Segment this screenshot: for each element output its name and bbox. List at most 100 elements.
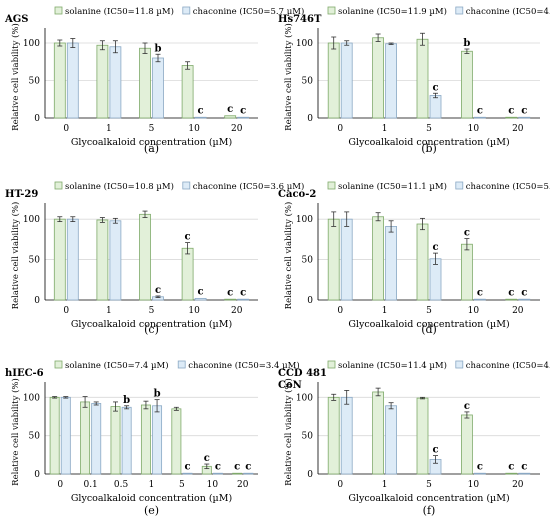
legend-label-solanine: solanine (IC50=11.9 µM) xyxy=(338,6,447,17)
x-axis-label: Glycoalkaloid concentration (µM) xyxy=(348,493,509,504)
bar-chaconine xyxy=(473,472,486,475)
bar-solanine xyxy=(327,218,340,301)
y-tick-label: 100 xyxy=(23,215,40,225)
bar-chaconine xyxy=(429,95,442,119)
significance-letter: c xyxy=(464,228,470,239)
x-tick-label: 5 xyxy=(426,480,432,490)
significance-letter: c xyxy=(245,461,251,472)
significance-letter: c xyxy=(198,287,204,298)
x-axis-label: Glycoalkaloid concentration (µM) xyxy=(348,137,509,148)
x-tick-label: 20 xyxy=(512,306,524,316)
significance-letter: c xyxy=(240,106,246,117)
panel-label: (e) xyxy=(144,504,159,517)
legend-label-solanine: solanine (IC50=11.1 µM) xyxy=(338,181,447,192)
significance-letter: c xyxy=(508,287,514,298)
panel-title: AGS xyxy=(4,14,29,25)
x-tick-label: 1 xyxy=(382,480,388,490)
legend-swatch-solanine xyxy=(54,360,63,369)
panel-label: (a) xyxy=(144,142,159,155)
bar-solanine xyxy=(505,472,518,475)
bar-chaconine xyxy=(91,403,102,475)
x-tick-label: 10 xyxy=(468,306,480,316)
bar-solanine xyxy=(460,414,473,475)
y-tick-label: 50 xyxy=(302,432,314,442)
x-tick-label: 0 xyxy=(63,124,69,134)
x-tick-label: 20 xyxy=(231,124,243,134)
significance-letter: c xyxy=(240,287,246,298)
bar-chaconine xyxy=(473,116,486,119)
y-tick-label: 0 xyxy=(34,114,40,124)
bar-solanine xyxy=(96,44,109,119)
bar-solanine xyxy=(171,408,182,475)
x-tick-label: 10 xyxy=(468,124,480,134)
significance-letter: c xyxy=(184,461,190,472)
x-tick-label: 5 xyxy=(149,306,155,316)
bar-chaconine xyxy=(237,298,250,301)
bar-solanine xyxy=(224,115,237,119)
y-axis-label: Relative cell viability (%) xyxy=(283,202,294,310)
significance-letter: b xyxy=(123,395,130,406)
legend-swatch-chaconine xyxy=(182,6,191,15)
significance-letter: b xyxy=(154,389,161,400)
bar-solanine xyxy=(372,216,385,301)
bar-chaconine xyxy=(429,258,442,301)
bar-solanine xyxy=(49,396,60,475)
bar-chaconine xyxy=(518,116,531,119)
legend-label-chaconine: chaconine (IC50=5.7 µM) xyxy=(193,6,304,17)
y-tick-label: 50 xyxy=(29,77,41,87)
x-tick-label: 5 xyxy=(149,124,155,134)
x-tick-label: 20 xyxy=(512,124,524,134)
significance-letter: c xyxy=(198,106,204,117)
x-tick-label: 20 xyxy=(231,306,243,316)
y-tick-label: 100 xyxy=(296,215,313,225)
x-tick-label: 1 xyxy=(106,124,112,134)
panel-label: (d) xyxy=(421,323,437,336)
bar-chaconine xyxy=(237,116,250,119)
significance-letter: c xyxy=(508,461,514,472)
y-axis-label: Relative cell viability (%) xyxy=(283,378,294,486)
x-tick-label: 0 xyxy=(57,480,63,490)
significance-letter: b xyxy=(155,43,162,54)
bar-solanine xyxy=(96,219,109,301)
y-axis-label: Relative cell viability (%) xyxy=(10,378,21,486)
significance-letter: c xyxy=(432,82,438,93)
significance-letter: c xyxy=(477,287,483,298)
bar-solanine xyxy=(181,247,194,301)
x-tick-label: 0 xyxy=(337,306,343,316)
panel-label: (c) xyxy=(144,323,159,336)
bar-solanine xyxy=(139,47,151,119)
x-tick-label: 1 xyxy=(106,306,112,316)
legend-label-chaconine: chaconine (IC50=3.4 µM) xyxy=(188,360,299,371)
bar-solanine xyxy=(327,396,340,475)
significance-letter: c xyxy=(155,285,161,296)
bar-solanine xyxy=(372,37,385,119)
x-tick-label: 5 xyxy=(426,306,432,316)
legend-swatch-solanine xyxy=(327,181,336,190)
bar-chaconine xyxy=(340,396,353,475)
x-tick-label: 5 xyxy=(426,124,432,134)
x-tick-label: 0.1 xyxy=(83,480,97,490)
bar-chaconine xyxy=(121,406,132,475)
bar-chaconine xyxy=(340,218,353,301)
y-tick-label: 50 xyxy=(29,432,41,442)
bar-chaconine xyxy=(340,42,353,119)
panel-title: hIEC-6 xyxy=(5,368,44,379)
legend-swatch-chaconine xyxy=(455,360,464,369)
legend-label-chaconine: chaconine (IC50=4.8 µM) xyxy=(466,6,550,17)
bar-solanine xyxy=(460,243,473,301)
y-axis-label: Relative cell viability (%) xyxy=(10,23,21,131)
y-axis-label: Relative cell viability (%) xyxy=(10,202,21,310)
bar-solanine xyxy=(80,401,91,475)
bar-chaconine xyxy=(194,116,207,119)
y-tick-label: 0 xyxy=(34,296,40,306)
bar-solanine xyxy=(139,213,151,301)
y-tick-label: 50 xyxy=(302,256,314,266)
bar-solanine xyxy=(505,298,518,301)
significance-letter: c xyxy=(477,461,483,472)
significance-letter: c xyxy=(227,104,233,115)
y-axis-label: Relative cell viability (%) xyxy=(283,23,294,131)
significance-letter: c xyxy=(521,461,527,472)
